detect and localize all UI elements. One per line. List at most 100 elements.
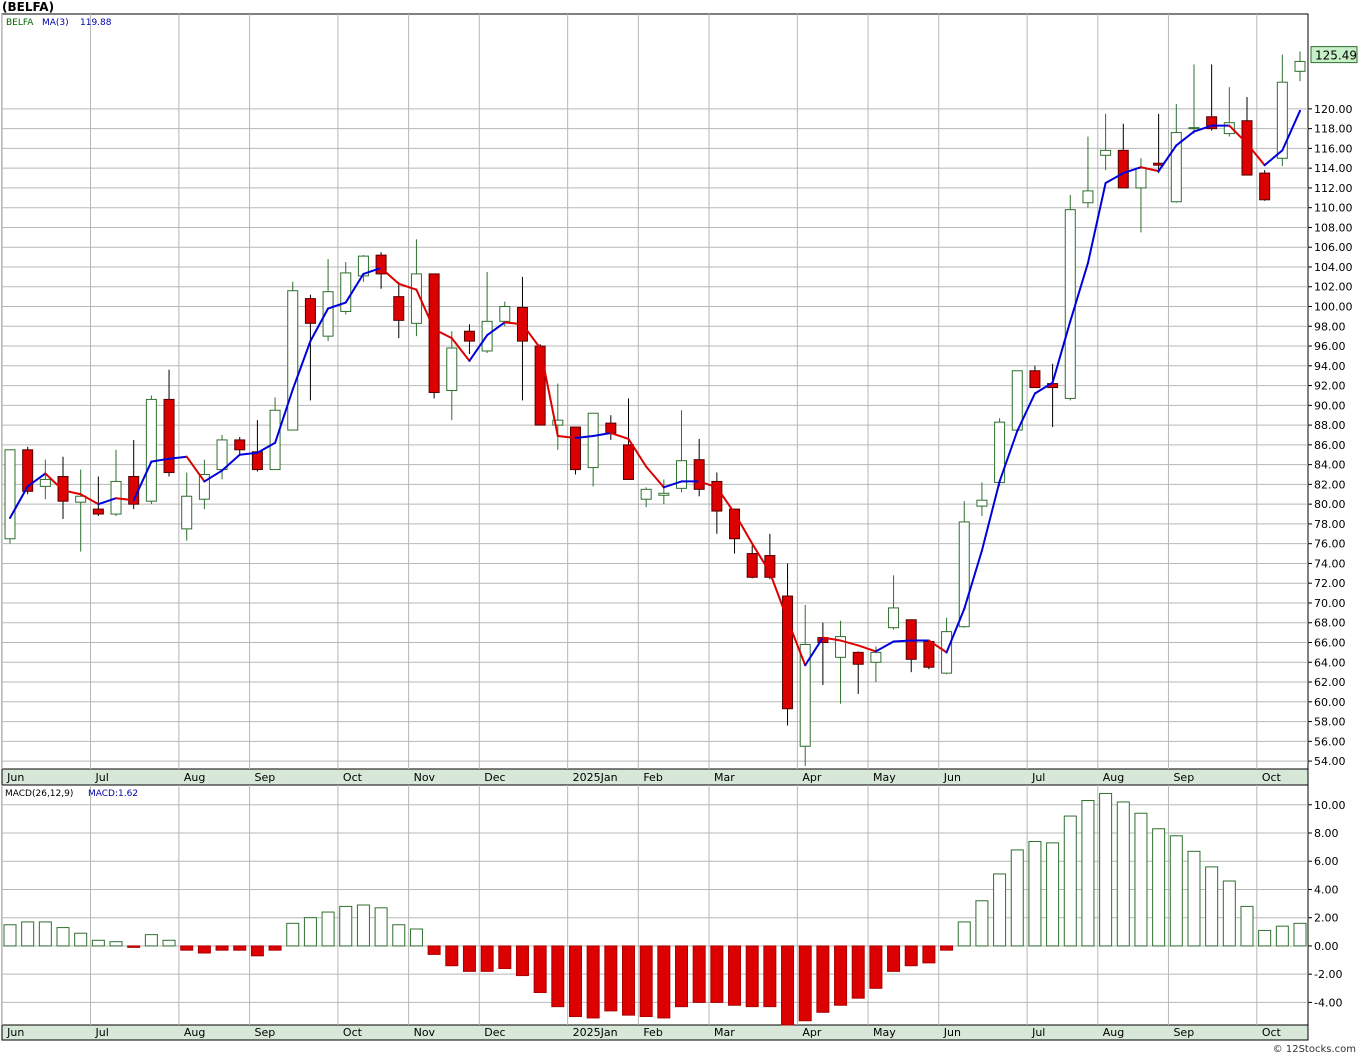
macd-bar [1222, 880, 1236, 947]
macd-bar [1010, 849, 1024, 947]
ma3-segment [433, 328, 453, 340]
macd-bar [409, 928, 423, 947]
macd-bar [957, 921, 971, 947]
macd-bar [657, 945, 671, 1019]
macd-bar [1152, 828, 1166, 947]
ma3-segment [998, 430, 1019, 483]
month-label: Jun [6, 771, 24, 784]
last-price-label: 125.49 [1315, 49, 1357, 63]
price-tick-label: 66.00 [1314, 637, 1346, 650]
price-tick-label: 58.00 [1314, 716, 1346, 729]
ma3-segment [874, 640, 895, 653]
price-tick-label: 114.00 [1314, 162, 1353, 175]
ma3-segment [574, 434, 595, 439]
ma3-segment [221, 453, 241, 472]
macd-bar [109, 941, 123, 947]
price-tick-label: 110.00 [1314, 202, 1353, 215]
month-label: Oct [343, 771, 363, 784]
candle-body [1294, 60, 1306, 72]
candle-body [304, 298, 316, 324]
macd-bar [462, 945, 476, 972]
ma3-segment [309, 307, 330, 343]
macd-legend-name: MACD(26,12,9) [5, 789, 73, 799]
price-tick-label: 102.00 [1314, 281, 1353, 294]
ma3-segment [150, 457, 171, 463]
candle-body [340, 272, 352, 312]
macd-bar [91, 939, 105, 947]
candle-body [198, 474, 210, 500]
price-tick-label: 74.00 [1314, 557, 1346, 570]
price-tick-label: 98.00 [1314, 320, 1346, 333]
macd-bar [480, 945, 494, 972]
macd-bar [798, 945, 812, 1022]
price-legend-symbol: BELFA [6, 18, 34, 28]
ma3-segment [539, 347, 559, 437]
macd-bar [1081, 800, 1095, 947]
macd-tick-label: 8.00 [1314, 827, 1339, 840]
macd-bar [904, 945, 918, 967]
ma3-segment [115, 497, 135, 502]
ma3-segment [1139, 166, 1160, 173]
ma3-segment [786, 618, 807, 667]
candle-body [216, 439, 228, 471]
ma3-segment [168, 455, 188, 460]
macd-bar [356, 904, 370, 947]
macd-bar [515, 945, 529, 977]
month-label: Jul [1031, 771, 1045, 784]
ma3-segment [963, 549, 983, 610]
candle-body [251, 451, 263, 471]
candle-body [1259, 172, 1271, 201]
macd-bar [551, 945, 565, 1008]
macd-bar [745, 945, 759, 1008]
macd-bar [38, 921, 52, 947]
candle-body [534, 345, 546, 426]
macd-bar [1116, 801, 1130, 947]
candle-body [57, 475, 69, 502]
price-tick-label: 106.00 [1314, 241, 1353, 254]
ma3-segment [768, 571, 789, 621]
ma3-segment [1033, 381, 1054, 395]
macd-bar [392, 924, 406, 947]
candle-body [1135, 167, 1147, 189]
ma3-segment [927, 639, 948, 654]
candle-body [92, 508, 104, 515]
candle-body [428, 273, 440, 393]
macd-bar [1205, 866, 1219, 947]
ma3-segment [380, 266, 400, 285]
macd-bar [1169, 835, 1183, 947]
price-tick-label: 88.00 [1314, 419, 1346, 432]
ma3-segment [1175, 130, 1195, 147]
ma3-segment [715, 486, 736, 515]
macd-bar [197, 945, 211, 954]
price-tick-label: 92.00 [1314, 380, 1346, 393]
candle-body [499, 306, 511, 322]
macd-bar [268, 945, 282, 951]
ma3-segment [450, 337, 471, 362]
macd-bar [21, 921, 35, 947]
symbol-title: (BELFA) [2, 0, 55, 14]
candle-body [375, 254, 387, 275]
candle-body [4, 449, 16, 540]
price-tick-label: 56.00 [1314, 735, 1346, 748]
ma3-segment [1157, 144, 1178, 173]
macd-legend-value: MACD:1.62 [88, 789, 138, 799]
ma3-segment [256, 441, 277, 454]
ma3-segment [1263, 149, 1284, 167]
ma3-segment [26, 472, 47, 488]
ma3-segment [839, 639, 860, 647]
macd-bar [127, 945, 141, 948]
macd-bar [215, 945, 229, 951]
ma3-segment [468, 334, 489, 362]
month-label: Aug [1103, 1026, 1124, 1039]
last-price-box [1310, 46, 1358, 64]
month-label: Dec [484, 1026, 505, 1039]
candle-body [1082, 190, 1094, 204]
macd-tick-label: 0.00 [1314, 940, 1339, 953]
month-label: May [873, 771, 896, 784]
ma3-segment [97, 497, 118, 506]
ma3-segment [821, 636, 842, 642]
month-label: Oct [1262, 771, 1282, 784]
ma3-segment [1069, 262, 1089, 323]
candle-body [693, 459, 705, 490]
